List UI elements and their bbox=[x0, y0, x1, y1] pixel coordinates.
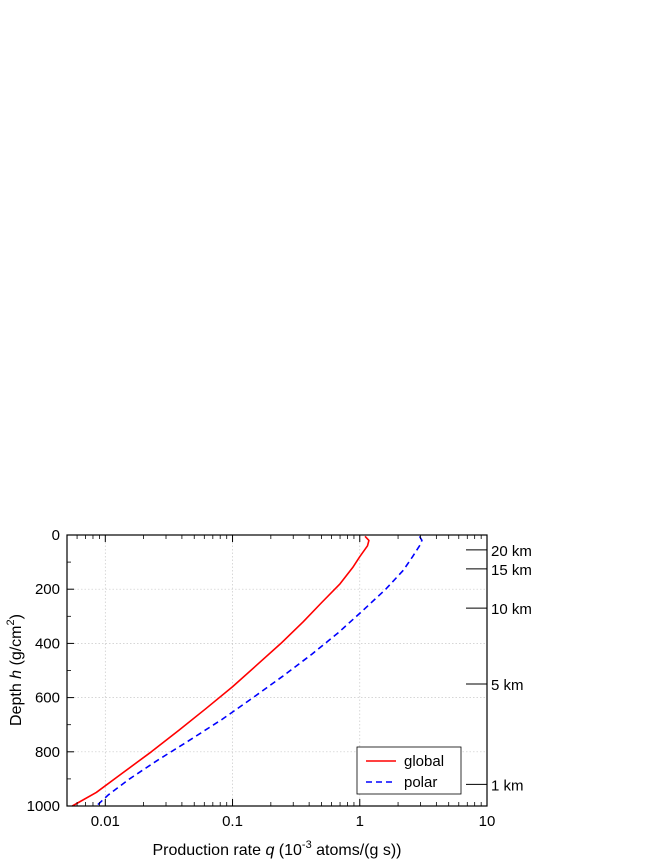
y-tick-label: 200 bbox=[35, 581, 60, 598]
legend-label-polar: polar bbox=[404, 774, 437, 791]
altitude-axis: 20 km 15 km 10 km 5 km 1 km bbox=[466, 543, 532, 794]
altitude-label: 1 km bbox=[491, 777, 524, 794]
y-tick-label: 1000 bbox=[27, 798, 60, 815]
altitude-label: 20 km bbox=[491, 543, 532, 560]
series-line-global bbox=[71, 535, 370, 807]
x-axis-title: Production rate q (10-3 atoms/(g s)) bbox=[152, 839, 401, 859]
x-tick-label: 0.1 bbox=[222, 813, 243, 830]
x-tick-label: 1 bbox=[356, 813, 364, 830]
legend: global polar bbox=[356, 746, 462, 795]
series-line-polar bbox=[95, 535, 423, 807]
y-tick-label: 0 bbox=[52, 527, 60, 544]
y-axis-title: Depth h (g/cm2) bbox=[5, 614, 25, 726]
altitude-label: 5 km bbox=[491, 677, 524, 694]
legend-label-global: global bbox=[404, 753, 444, 770]
y-tick-label: 400 bbox=[35, 635, 60, 652]
legend-box bbox=[356, 746, 462, 795]
y-tick-label: 600 bbox=[35, 690, 60, 707]
y-tick-label: 800 bbox=[35, 744, 60, 761]
x-tick-label: 0.01 bbox=[91, 813, 120, 830]
altitude-label: 15 km bbox=[491, 562, 532, 579]
altitude-label: 10 km bbox=[491, 601, 532, 618]
axis-ticks: 0.01 0.1 1 10 0 200 400 600 800 1000 bbox=[27, 527, 496, 830]
series-lines bbox=[71, 535, 423, 807]
x-tick-label: 10 bbox=[479, 813, 496, 830]
